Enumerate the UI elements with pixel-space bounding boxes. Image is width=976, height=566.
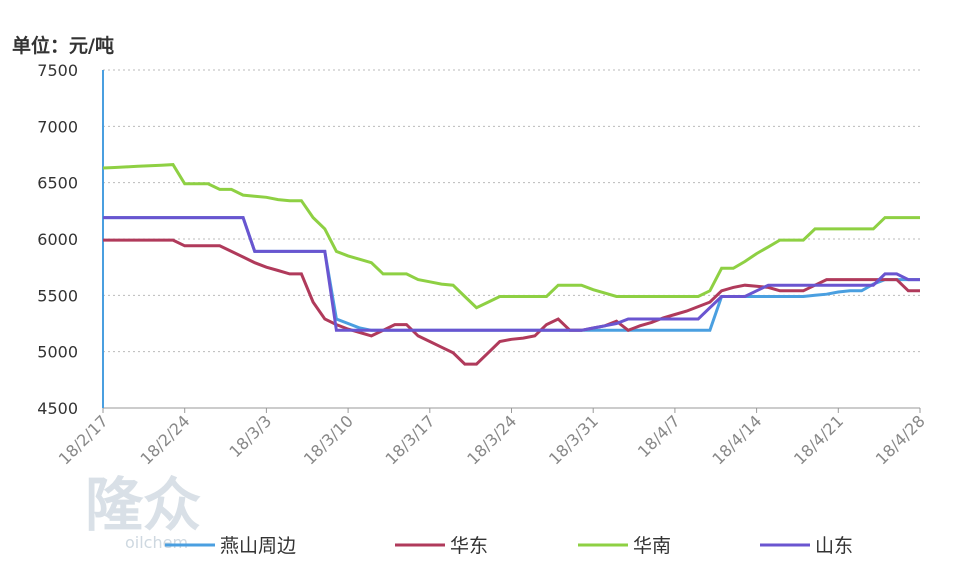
y-tick-label: 7000 bbox=[37, 117, 78, 136]
x-tick-label: 18/2/24 bbox=[136, 411, 193, 468]
legend-label: 华南 bbox=[633, 535, 671, 557]
x-tick-label: 18/4/7 bbox=[634, 411, 684, 461]
y-tick-label: 7500 bbox=[37, 61, 78, 80]
series-line bbox=[103, 216, 920, 332]
x-tick-label: 18/3/24 bbox=[463, 411, 520, 468]
x-tick-label: 18/4/21 bbox=[790, 411, 847, 468]
legend-label: 华东 bbox=[450, 535, 488, 557]
y-tick-label: 5500 bbox=[37, 286, 78, 305]
y-axis-label: 单位：元/吨 bbox=[12, 34, 114, 57]
y-tick-label: 6500 bbox=[37, 174, 78, 193]
legend-label: 燕山周边 bbox=[220, 535, 296, 557]
y-tick-label: 5000 bbox=[37, 343, 78, 362]
watermark: oilchem bbox=[125, 533, 188, 552]
series-line bbox=[102, 163, 920, 310]
x-tick-label: 18/3/17 bbox=[382, 411, 439, 468]
y-tick-label: 6000 bbox=[37, 230, 78, 249]
legend-label: 山东 bbox=[815, 535, 853, 557]
series-line bbox=[103, 238, 920, 366]
y-tick-label: 4500 bbox=[37, 399, 78, 418]
x-tick-label: 18/4/14 bbox=[708, 411, 765, 468]
x-tick-label: 18/2/17 bbox=[55, 411, 112, 468]
watermark: 隆众 bbox=[85, 471, 201, 539]
x-tick-label: 18/4/28 bbox=[872, 411, 929, 468]
x-tick-label: 18/3/10 bbox=[300, 411, 357, 468]
series-line bbox=[103, 216, 920, 332]
x-tick-label: 18/3/3 bbox=[225, 411, 275, 461]
x-tick-label: 18/3/31 bbox=[545, 411, 602, 468]
